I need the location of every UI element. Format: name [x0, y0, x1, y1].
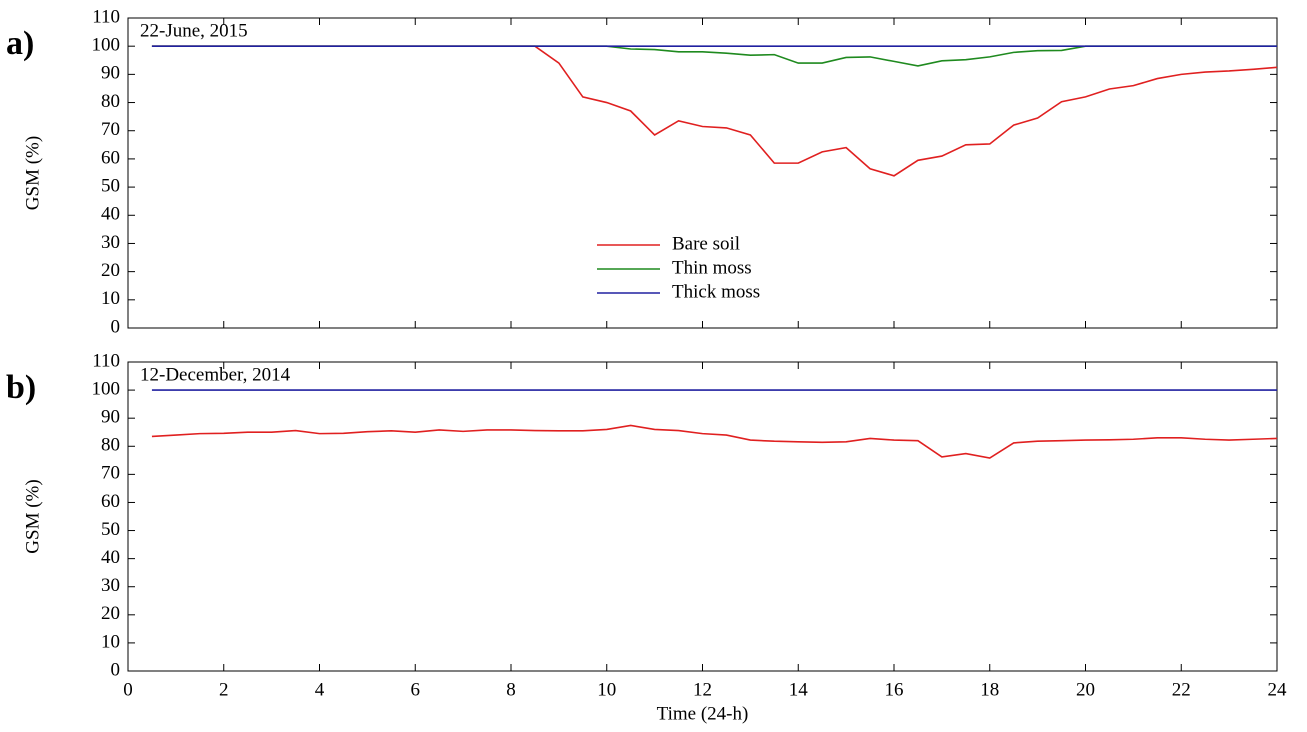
x-tick-label: 14 [789, 679, 809, 700]
x-tick-label: 8 [506, 679, 516, 700]
y-tick-label: 20 [101, 603, 120, 624]
y-tick-label: 40 [101, 547, 120, 568]
y-tick-label: 30 [101, 232, 120, 253]
x-tick-label: 20 [1076, 679, 1095, 700]
data-line [151, 424, 1278, 459]
y-tick-label: 100 [92, 378, 121, 399]
y-tick-label: 60 [101, 147, 120, 168]
y-tick-label: 70 [101, 463, 120, 484]
y-tick-label: 50 [101, 519, 120, 540]
x-tick-label: 16 [885, 679, 904, 700]
y-axis-label: GSM (%) [22, 136, 43, 210]
y-tick-label: 100 [92, 35, 121, 56]
y-tick-label: 0 [111, 316, 121, 337]
data-line [151, 45, 1278, 177]
y-tick-label: 30 [101, 575, 120, 596]
y-tick-label: 0 [111, 659, 121, 680]
y-tick-label: 20 [101, 260, 120, 281]
panel-label: b) [6, 369, 36, 406]
x-axis-label: Time (24-h) [657, 703, 749, 724]
x-tick-label: 22 [1172, 679, 1191, 700]
legend-label: Thin moss [672, 257, 752, 278]
x-tick-label: 0 [123, 679, 133, 700]
data-line [151, 45, 1277, 67]
x-tick-label: 2 [219, 679, 229, 700]
legend-label: Thick moss [672, 281, 760, 302]
y-tick-label: 50 [101, 175, 120, 196]
legend-label: Bare soil [672, 233, 740, 254]
y-tick-label: 80 [101, 91, 120, 112]
y-tick-label: 60 [101, 491, 120, 512]
y-axis-label: GSM (%) [22, 479, 43, 553]
x-tick-label: 10 [597, 679, 616, 700]
plot-frame [127, 361, 1278, 672]
y-tick-label: 80 [101, 435, 120, 456]
y-tick-label: 70 [101, 119, 120, 140]
x-tick-label: 12 [693, 679, 712, 700]
y-tick-label: 10 [101, 288, 120, 309]
x-tick-label: 24 [1268, 679, 1288, 700]
y-tick-label: 10 [101, 631, 120, 652]
y-tick-label: 110 [92, 350, 120, 371]
x-tick-label: 6 [411, 679, 421, 700]
x-tick-label: 18 [980, 679, 999, 700]
y-tick-label: 40 [101, 204, 120, 225]
annotation: 12-December, 2014 [140, 364, 291, 385]
y-tick-label: 90 [101, 63, 120, 84]
annotation: 22-June, 2015 [140, 20, 248, 41]
x-tick-label: 4 [315, 679, 325, 700]
y-tick-label: 110 [92, 6, 120, 27]
panel-label: a) [6, 25, 34, 62]
y-tick-label: 90 [101, 407, 120, 428]
